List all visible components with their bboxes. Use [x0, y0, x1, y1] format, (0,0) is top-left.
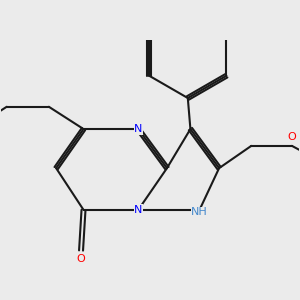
- Text: O: O: [287, 132, 296, 142]
- Text: N: N: [134, 205, 142, 215]
- Text: N: N: [134, 124, 142, 134]
- Text: O: O: [77, 254, 85, 264]
- Text: NH: NH: [191, 207, 208, 217]
